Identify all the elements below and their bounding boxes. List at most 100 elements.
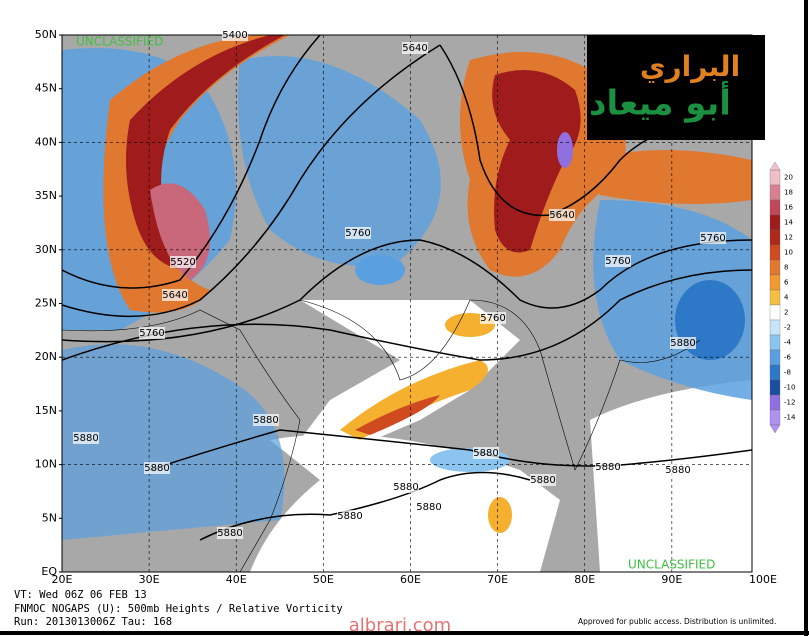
colorbar-swatch xyxy=(769,379,781,396)
contour-label-bg xyxy=(139,327,165,339)
contour-label: 5880 xyxy=(530,475,555,486)
contour-label-bg xyxy=(665,464,691,476)
colorbar-swatch xyxy=(769,214,781,231)
colorbar-label: -6 xyxy=(784,354,792,362)
colorbar-label: -2 xyxy=(784,324,791,332)
contour-label: 5880 xyxy=(670,338,695,349)
contour-label: 5640 xyxy=(162,290,187,301)
colorbar-label: 14 xyxy=(784,219,793,227)
contour-label: 5640 xyxy=(402,43,427,54)
contour-label-bg xyxy=(416,501,442,513)
height-contours xyxy=(62,35,752,541)
contour-label-bg xyxy=(253,414,279,426)
contour-label: 5760 xyxy=(700,233,725,244)
vorticity-strong xyxy=(355,395,440,435)
lon-label: 80E xyxy=(574,573,595,586)
colorbar-label: 10 xyxy=(784,249,793,257)
contour-label-bg xyxy=(170,256,196,268)
run: Run: 2013013006Z Tau: 168 xyxy=(14,616,172,628)
colorbar-swatch xyxy=(769,169,781,186)
lat-label: 20N xyxy=(35,350,57,363)
lat-label: 30N xyxy=(35,243,57,256)
lat-label: 15N xyxy=(35,404,57,417)
lon-label: 20E xyxy=(52,573,73,586)
contour-label-bg xyxy=(73,432,99,444)
contour-label-bg xyxy=(144,462,170,474)
lon-label: 60E xyxy=(400,573,421,586)
contour-label: 5880 xyxy=(416,502,441,513)
colorbar-swatch xyxy=(769,184,781,201)
colorbar-label: 18 xyxy=(784,189,793,197)
lat-label: 50N xyxy=(35,28,57,41)
colorbar-swatch xyxy=(769,319,781,336)
lon-label: 30E xyxy=(139,573,160,586)
vorticity-negative xyxy=(557,132,573,168)
colorbar-label: -4 xyxy=(784,339,792,347)
vorticity-strong xyxy=(126,35,285,270)
logo-line1: البراري xyxy=(640,50,740,83)
lon-label: 50E xyxy=(313,573,334,586)
classification: UNCLASSIFIED xyxy=(628,558,715,572)
contour-label-bg xyxy=(480,312,506,324)
logo-box xyxy=(587,35,765,140)
contour-label-bg xyxy=(549,209,575,221)
contour-label: 5880 xyxy=(337,511,362,522)
lat-label: 10N xyxy=(35,458,57,471)
contour-label: 5880 xyxy=(144,463,169,474)
contour-label: 5880 xyxy=(73,433,98,444)
colorbar-label: 2 xyxy=(784,309,788,317)
colorbar-label: 20 xyxy=(784,174,793,182)
contour-label: 5880 xyxy=(217,528,242,539)
lat-label: 35N xyxy=(35,189,57,202)
vorticity-peak xyxy=(150,183,210,280)
colorbar-label: 4 xyxy=(784,294,789,302)
contour-label-bg xyxy=(345,227,371,239)
colorbar-swatch xyxy=(769,409,781,426)
lat-label: 5N xyxy=(42,511,57,524)
contour-label-bg xyxy=(222,29,248,41)
lat-label: 25N xyxy=(35,297,57,310)
lat-label: EQ xyxy=(41,565,57,578)
vorticity-strong xyxy=(492,70,581,253)
colorbar-swatch xyxy=(769,289,781,306)
lon-label: 100E xyxy=(749,573,777,586)
contour-label: 5520 xyxy=(170,257,195,268)
product: FNMOC NOGAPS (U): 500mb Heights / Relati… xyxy=(14,603,343,615)
graticule xyxy=(62,35,752,572)
classification: UNCLASSIFIED xyxy=(76,35,163,49)
colorbar-swatch xyxy=(769,244,781,261)
contour-label: 5880 xyxy=(393,482,418,493)
lon-label: 90E xyxy=(661,573,682,586)
contour-label: 5400 xyxy=(222,30,247,41)
contour-label: 5880 xyxy=(665,465,690,476)
lon-label: 70E xyxy=(487,573,508,586)
logo-line2: أبو ميعاد xyxy=(589,81,731,124)
vorticity-positive xyxy=(590,150,752,204)
approval: Approved for public access. Distribution… xyxy=(578,617,776,626)
blue-area xyxy=(238,56,441,266)
contour-label-bg xyxy=(605,255,631,267)
contour-label: 5760 xyxy=(480,313,505,324)
colorbar-swatch xyxy=(769,259,781,276)
contour-label-bg xyxy=(217,527,243,539)
colorbar-swatch xyxy=(769,349,781,366)
contour-label-bg xyxy=(337,510,363,522)
colorbar-label: -8 xyxy=(784,369,791,377)
contour-label-bg xyxy=(393,481,419,493)
contour-label-bg xyxy=(700,232,726,244)
blue-area xyxy=(355,255,405,285)
white-area xyxy=(300,300,520,450)
colorbar-label: -14 xyxy=(784,414,796,422)
blue-area xyxy=(62,344,285,540)
colorbar-label: -12 xyxy=(784,399,795,407)
colorbar-swatch xyxy=(769,199,781,216)
colorbar-label: -10 xyxy=(784,384,795,392)
contour-label: 5760 xyxy=(139,328,164,339)
contour-label: 5640 xyxy=(549,210,574,221)
contour-label-bg xyxy=(670,337,696,349)
contour-label: 5880 xyxy=(473,448,498,459)
colorbar-tip xyxy=(769,161,781,171)
lat-label: 40N xyxy=(35,135,57,148)
contour-label-bg xyxy=(402,42,428,54)
